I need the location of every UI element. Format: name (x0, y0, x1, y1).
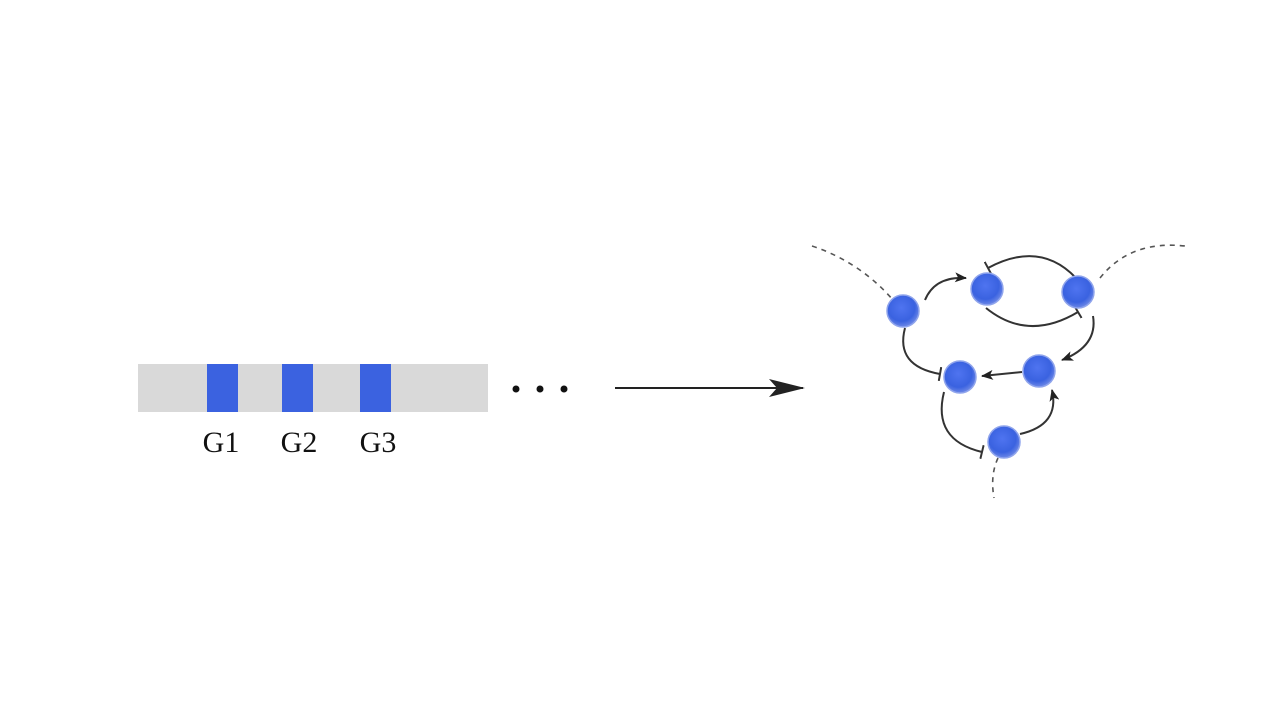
edge-activation-n1-n2 (924, 272, 967, 301)
network-node-3 (1061, 275, 1095, 309)
genome-strip (138, 364, 488, 412)
gene-block-g2 (282, 364, 313, 412)
edge-activation-n4-n5 (981, 369, 1023, 380)
edge-inhibition-n3-n2 (983, 255, 1077, 279)
dashed-link-left (811, 245, 894, 301)
network-node-1 (886, 294, 920, 328)
dashed-link-right (1099, 244, 1186, 279)
edge-activation-n3-n4 (1061, 315, 1095, 361)
network-node-2 (970, 272, 1004, 306)
network-external-links (811, 244, 1186, 499)
network-node-5 (943, 360, 977, 394)
network-nodes (886, 272, 1095, 459)
network-node-4 (1022, 354, 1056, 388)
gene-block-g3 (360, 364, 391, 412)
edge-inhibition-n5-n6 (940, 391, 985, 460)
edge-activation-n6-n4 (1019, 389, 1060, 435)
gene-label-g1: G1 (203, 426, 240, 459)
network-node-6 (987, 425, 1021, 459)
dashed-link-bottom (991, 457, 999, 499)
network-edges (902, 255, 1095, 460)
edge-inhibition-n1-n5 (902, 327, 943, 382)
gene-label-g3: G3 (360, 426, 397, 459)
gene-label-g2: G2 (281, 426, 318, 459)
ellipsis (512, 385, 568, 393)
edge-inhibition-n2-n3 (985, 305, 1083, 328)
gene-block-g1 (207, 364, 238, 412)
gene-labels: G1 G2 G3 (203, 426, 397, 459)
